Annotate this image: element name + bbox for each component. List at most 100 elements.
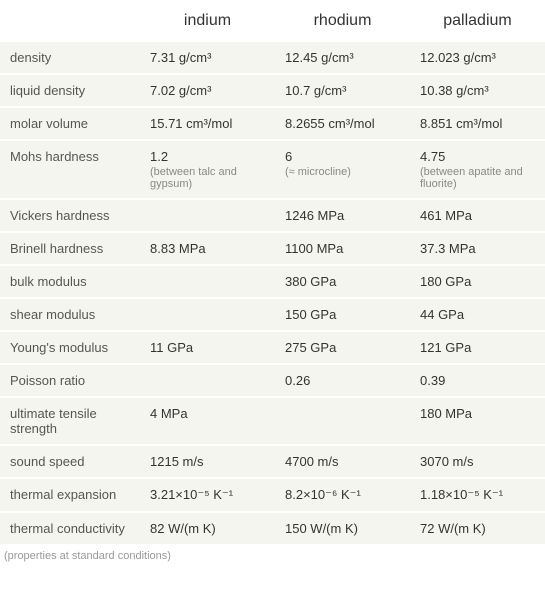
cell-value: 11 GPa [140, 331, 275, 364]
cell-value [140, 364, 275, 397]
properties-table: indium rhodium palladium density 7.31 g/c… [0, 0, 545, 544]
table-row: bulk modulus380 GPa180 GPa [0, 265, 545, 298]
value-text: 0.39 [420, 373, 445, 388]
cell-value: 4 MPa [140, 397, 275, 445]
row-label: density [0, 41, 140, 74]
cell-value: 8.851 cm³/mol [410, 107, 545, 140]
cell-value: 37.3 MPa [410, 232, 545, 265]
value-text: 0.26 [285, 373, 310, 388]
row-label: Poisson ratio [0, 364, 140, 397]
header-indium: indium [140, 1, 275, 41]
value-text: 275 GPa [285, 340, 336, 355]
cell-value: 15.71 cm³/mol [140, 107, 275, 140]
cell-value: 1100 MPa [275, 232, 410, 265]
value-text: 8.851 cm³/mol [420, 116, 502, 131]
cell-value: 10.38 g/cm³ [410, 74, 545, 107]
row-label: shear modulus [0, 298, 140, 331]
footer-note: (properties at standard conditions) [0, 544, 545, 568]
table-row: shear modulus 150 GPa44 GPa [0, 298, 545, 331]
header-palladium: palladium [410, 1, 545, 41]
row-label: sound speed [0, 445, 140, 478]
cell-value: 0.39 [410, 364, 545, 397]
cell-value: 72 W/(m K) [410, 512, 545, 544]
cell-value [140, 199, 275, 232]
value-text: 4.75 [420, 149, 445, 164]
value-text: 3.21×10⁻⁵ K⁻¹ [150, 487, 233, 502]
cell-value: 8.83 MPa [140, 232, 275, 265]
cell-value: 180 MPa [410, 397, 545, 445]
value-text: 4 MPa [150, 406, 188, 421]
value-text: 3070 m/s [420, 454, 473, 469]
header-rhodium: rhodium [275, 1, 410, 41]
cell-value: 8.2×10⁻⁶ K⁻¹ [275, 478, 410, 512]
value-text: 10.38 g/cm³ [420, 83, 489, 98]
row-label: Vickers hardness [0, 199, 140, 232]
value-text: 461 MPa [420, 208, 472, 223]
row-label: Mohs hardness [0, 140, 140, 199]
cell-value: 3.21×10⁻⁵ K⁻¹ [140, 478, 275, 512]
value-text: 1246 MPa [285, 208, 344, 223]
cell-value [140, 265, 275, 298]
table-row: Brinell hardness 8.83 MPa 1100 MPa 37.3 MPa [0, 232, 545, 265]
table-row: Young's modulus11 GPa 275 GPa 121 GPa [0, 331, 545, 364]
cell-value: 3070 m/s [410, 445, 545, 478]
cell-value [140, 298, 275, 331]
header-empty [0, 1, 140, 41]
cell-value: 4700 m/s [275, 445, 410, 478]
cell-value: 461 MPa [410, 199, 545, 232]
value-text: 12.45 g/cm³ [285, 50, 354, 65]
value-text: 7.02 g/cm³ [150, 83, 211, 98]
value-text: 82 W/(m K) [150, 521, 216, 536]
value-text: 8.83 MPa [150, 241, 206, 256]
cell-value: 180 GPa [410, 265, 545, 298]
table-row: thermal expansion 3.21×10⁻⁵ K⁻¹ 8.2×10⁻⁶ K… [0, 478, 545, 512]
row-label: thermal conductivity [0, 512, 140, 544]
value-text: 180 MPa [420, 406, 472, 421]
table-row: molar volume15.71 cm³/mol8.2655 cm³/mol8… [0, 107, 545, 140]
cell-value: 1215 m/s [140, 445, 275, 478]
value-text: 72 W/(m K) [420, 521, 486, 536]
cell-value: 150 W/(m K) [275, 512, 410, 544]
value-text: 8.2×10⁻⁶ K⁻¹ [285, 487, 361, 502]
cell-value: 0.26 [275, 364, 410, 397]
cell-value: 121 GPa [410, 331, 545, 364]
table-row: ultimate tensile strength 4 MPa 180 MPa [0, 397, 545, 445]
row-label: Young's modulus [0, 331, 140, 364]
cell-value: 6(≈ microcline) [275, 140, 410, 199]
cell-value: 380 GPa [275, 265, 410, 298]
cell-value: 1.2(between talc and gypsum) [140, 140, 275, 199]
value-text: 37.3 MPa [420, 241, 476, 256]
table-row: liquid density 7.02 g/cm³ 10.7 g/cm³ 10.38 … [0, 74, 545, 107]
header-row: indium rhodium palladium [0, 1, 545, 41]
cell-value: 10.7 g/cm³ [275, 74, 410, 107]
value-text: 10.7 g/cm³ [285, 83, 346, 98]
row-label: thermal expansion [0, 478, 140, 512]
value-text: 180 GPa [420, 274, 471, 289]
value-text: 7.31 g/cm³ [150, 50, 211, 65]
value-text: 15.71 cm³/mol [150, 116, 232, 131]
cell-value: 12.023 g/cm³ [410, 41, 545, 74]
row-label: liquid density [0, 74, 140, 107]
value-text: 1100 MPa [285, 241, 343, 256]
value-text: 1.2 [150, 149, 168, 164]
table-row: sound speed 1215 m/s 4700 m/s 3070 m/s [0, 445, 545, 478]
cell-value: 1.18×10⁻⁵ K⁻¹ [410, 478, 545, 512]
cell-value: 12.45 g/cm³ [275, 41, 410, 74]
table-row: Mohs hardness1.2(between talc and gypsum… [0, 140, 545, 199]
value-note: (between apatite and fluorite) [420, 166, 535, 190]
value-text: 1215 m/s [150, 454, 203, 469]
table-row: density 7.31 g/cm³ 12.45 g/cm³ 12.023 g/cm³ [0, 41, 545, 74]
row-label: ultimate tensile strength [0, 397, 140, 445]
cell-value: 7.31 g/cm³ [140, 41, 275, 74]
value-text: 150 W/(m K) [285, 521, 358, 536]
value-text: 6 [285, 149, 292, 164]
row-label: Brinell hardness [0, 232, 140, 265]
cell-value: 1246 MPa [275, 199, 410, 232]
cell-value: 4.75 (between apatite and fluorite) [410, 140, 545, 199]
row-label: molar volume [0, 107, 140, 140]
value-text: 12.023 g/cm³ [420, 50, 496, 65]
value-text: 4700 m/s [285, 454, 338, 469]
cell-value: 150 GPa [275, 298, 410, 331]
cell-value: 44 GPa [410, 298, 545, 331]
cell-value: 7.02 g/cm³ [140, 74, 275, 107]
